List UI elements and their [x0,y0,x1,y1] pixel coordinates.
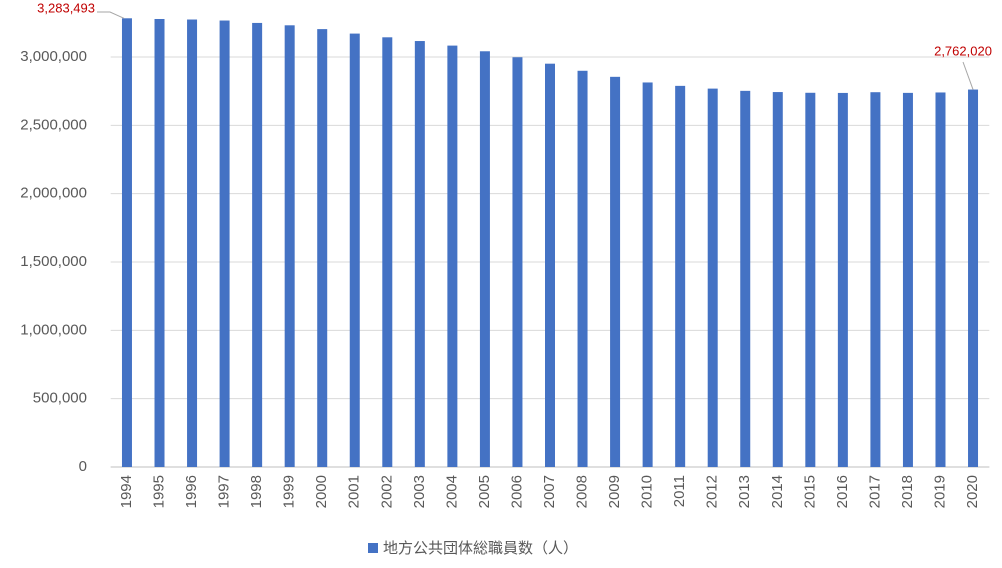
x-tick-label: 2016 [834,475,851,508]
x-tick-label: 2007 [541,475,558,508]
x-tick-label: 2017 [866,475,883,508]
bar [382,37,393,468]
bar [740,90,751,468]
bar [707,88,718,467]
x-tick-label: 2000 [313,475,330,508]
legend-swatch [368,543,378,553]
bar [512,57,523,467]
bar [414,41,425,468]
bar [805,92,816,468]
leader-line [962,61,974,90]
bar [675,85,686,467]
x-tick-label: 2015 [801,475,818,508]
bar [349,33,360,468]
x-tick-label: 2002 [378,475,395,508]
x-tick-label: 2006 [508,475,525,508]
bar [479,51,490,467]
x-tick-label: 2005 [476,475,493,508]
x-tick-label: 2008 [574,475,591,508]
leader-line [97,11,125,19]
y-tick-label: 500,000 [33,390,87,407]
y-tick-label: 1,500,000 [20,253,87,270]
bar [447,45,458,468]
legend-label: 地方公共団体総職員数（人） [383,540,578,557]
x-tick-label: 2019 [931,475,948,508]
x-tick-label: 1998 [248,475,265,508]
x-tick-label: 2009 [606,475,623,508]
bar [902,92,913,467]
x-tick-label: 2004 [443,475,460,508]
x-tick-label: 2013 [736,475,753,508]
y-tick-label: 2,000,000 [20,185,87,202]
x-tick-label: 2014 [769,475,786,508]
x-tick-label: 1994 [118,475,135,508]
x-tick-label: 2003 [411,475,428,508]
y-tick-label: 1,000,000 [20,321,87,338]
x-tick-label: 2010 [639,475,656,508]
bar [154,18,165,467]
x-tick-label: 2012 [704,475,721,508]
x-tick-label: 2020 [964,475,981,508]
bar [219,20,230,467]
bar [870,92,881,468]
bar [772,92,783,467]
bar [968,89,979,468]
x-tick-label: 2011 [671,475,688,507]
bar [577,70,588,467]
bar [837,92,848,467]
value-label: 3,283,493 [37,0,95,15]
bar [284,25,295,468]
bar [545,63,555,467]
x-tick-label: 1995 [150,475,167,508]
bar [121,18,132,467]
y-tick-label: 2,500,000 [20,116,87,133]
x-tick-label: 2001 [346,475,363,508]
x-tick-label: 1997 [216,475,233,508]
bar [642,82,653,468]
bar [317,29,328,468]
bar [610,76,621,467]
bar [935,92,946,468]
value-label: 2,762,020 [934,43,992,58]
bar [252,22,263,467]
x-tick-label: 1996 [183,475,200,508]
bar [187,19,198,468]
y-tick-label: 3,000,000 [20,48,87,65]
y-tick-label: 0 [79,458,87,475]
x-tick-label: 1999 [281,475,298,508]
x-tick-label: 2018 [899,475,916,508]
